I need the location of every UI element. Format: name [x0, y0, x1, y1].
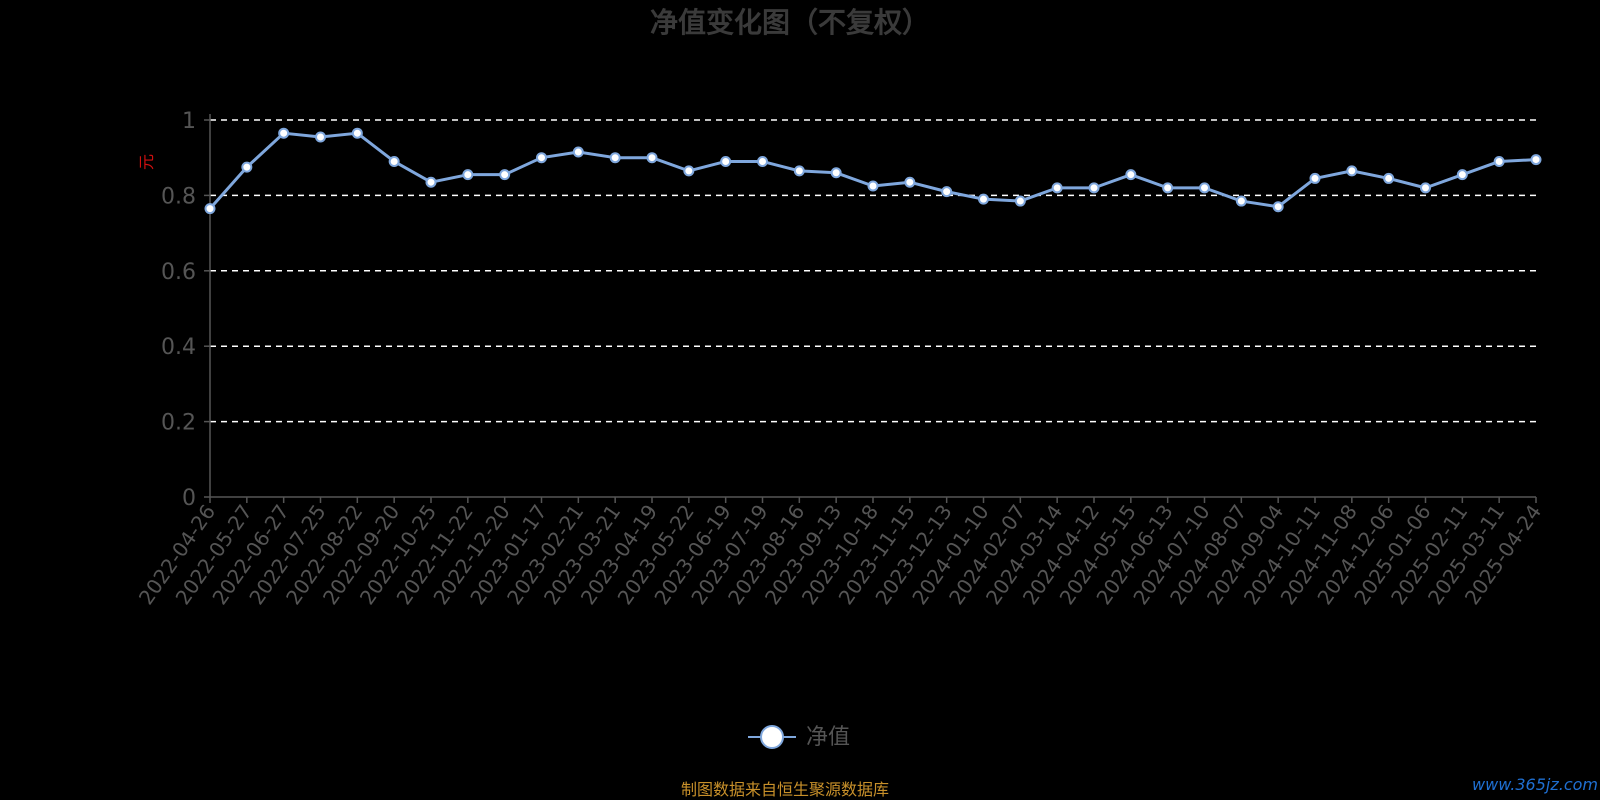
data-point: [278, 127, 290, 139]
data-point: [904, 176, 916, 188]
data-point: [1346, 165, 1358, 177]
data-point: [646, 152, 658, 164]
watermark-text[interactable]: www.365jz.com: [1472, 775, 1598, 794]
y-axis-unit-label: 元: [137, 154, 156, 170]
chart-title: 净值变化图（不复权）: [650, 6, 930, 39]
data-point: [1530, 154, 1542, 166]
y-tick-label: 0.8: [161, 184, 196, 209]
data-point: [204, 203, 216, 215]
data-point: [499, 169, 511, 181]
legend-label: 净值: [806, 725, 850, 750]
data-point: [609, 152, 621, 164]
data-point: [388, 155, 400, 167]
data-point: [1014, 195, 1026, 207]
data-point: [241, 161, 253, 173]
data-point: [867, 180, 879, 192]
data-point: [1420, 182, 1431, 194]
y-tick-label: 0: [182, 486, 196, 511]
data-point: [572, 146, 584, 158]
data-point: [536, 152, 547, 164]
data-point: [1235, 195, 1247, 207]
data-point: [315, 131, 326, 143]
grid-lines: [210, 119, 1536, 423]
data-point: [1493, 155, 1505, 167]
data-point: [1125, 169, 1137, 181]
legend-marker-icon: [760, 725, 784, 749]
series-line: [208, 131, 1537, 210]
y-tick-label: 0.2: [161, 411, 196, 436]
data-point: [425, 176, 437, 188]
data-point: [1383, 172, 1395, 184]
data-source-note: 制图数据来自恒生聚源数据库: [681, 780, 889, 799]
data-point: [978, 193, 989, 205]
axes: [204, 114, 1537, 503]
data-point: [793, 165, 805, 177]
y-tick-labels: 0 0.2 0.4 0.6 0.8 1: [161, 109, 196, 511]
data-point: [683, 165, 695, 177]
data-point: [720, 155, 732, 167]
data-point: [462, 169, 474, 181]
data-point: [1309, 172, 1321, 184]
series-line-group: [204, 127, 1542, 215]
data-point: [1088, 182, 1100, 194]
data-point: [1456, 169, 1468, 181]
y-tick-label: 0.6: [161, 260, 196, 285]
y-tick-label: 0.4: [161, 335, 196, 360]
data-point: [1162, 182, 1174, 194]
data-point: [1272, 201, 1284, 213]
data-point: [941, 186, 953, 198]
x-tick-labels: 2022-04-262022-05-272022-06-272022-07-25…: [134, 500, 1546, 609]
data-point: [351, 127, 363, 139]
data-point: [1199, 182, 1210, 194]
data-point: [757, 155, 768, 167]
data-point: [1051, 182, 1063, 194]
legend[interactable]: 净值: [748, 725, 850, 750]
y-tick-label: 1: [182, 109, 196, 134]
data-point: [830, 167, 842, 179]
